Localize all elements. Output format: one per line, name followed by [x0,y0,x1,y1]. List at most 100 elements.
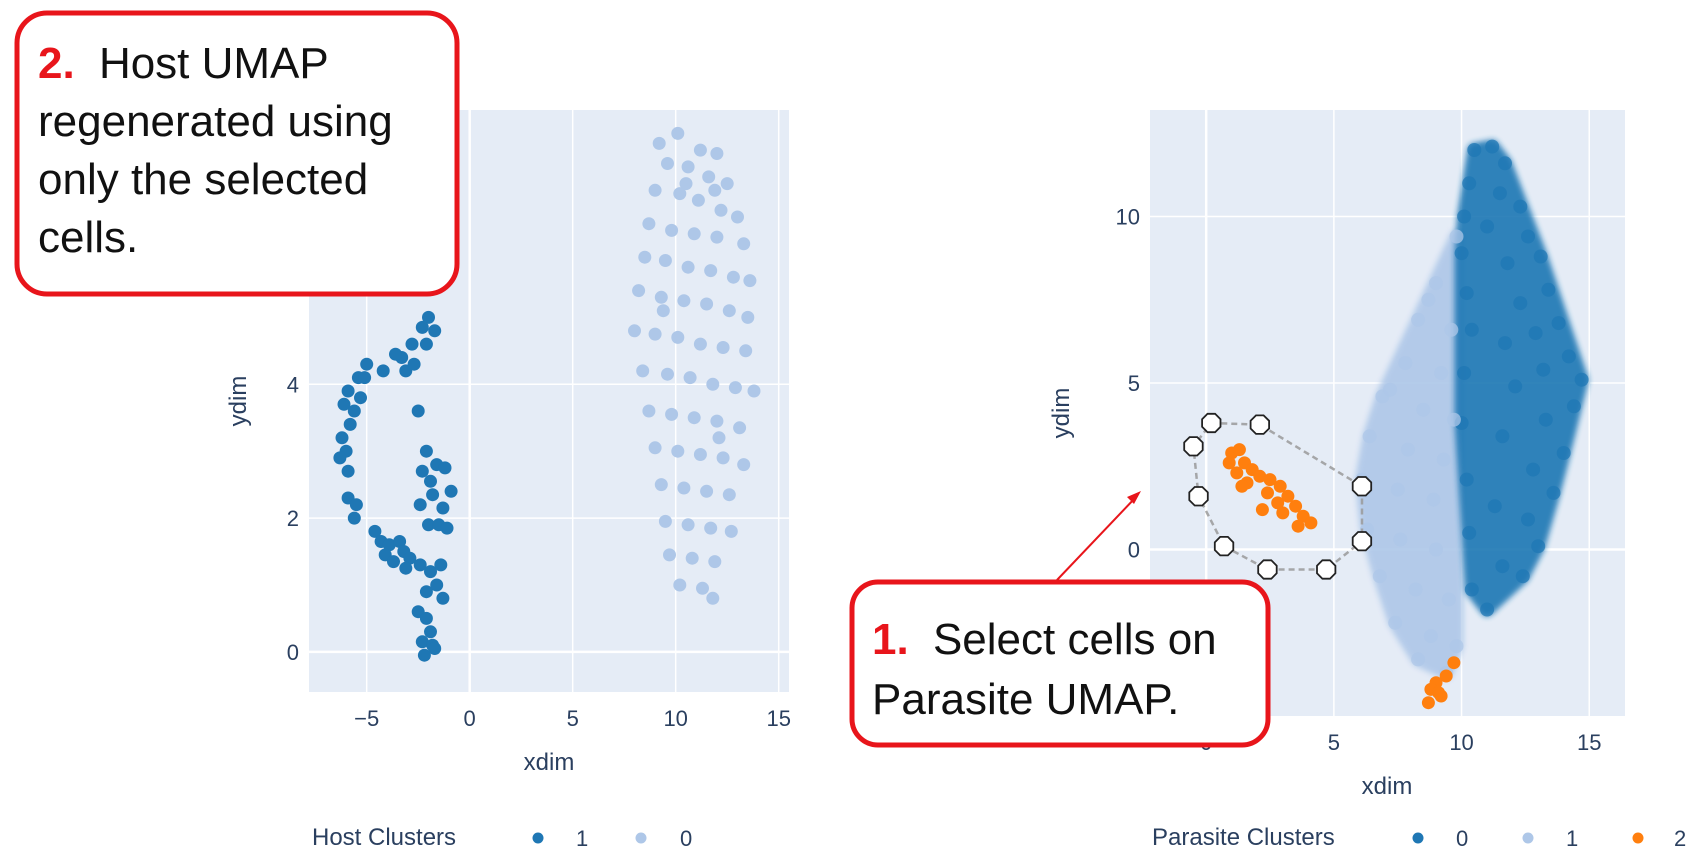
host-point-cluster-0 [642,217,656,231]
callout-step-1-number: 1. [872,615,909,664]
host-point-cluster-0 [710,230,724,244]
parasite-point-cluster-0 [1566,399,1581,414]
host-point-cluster-0 [685,551,699,565]
parasite-legend-marker-1[interactable] [1522,832,1534,844]
host-point-cluster-1 [440,521,454,535]
selection-lasso-handle[interactable] [1183,436,1204,457]
callout-step-1-arrowhead [1127,491,1141,504]
host-point-cluster-1 [426,488,440,502]
callout-step-1-line-1: Select cells on [933,615,1217,664]
host-umap-plot: −5 0 5 10 15 024 xdim ydim Host Clusters 1 0 [225,110,791,851]
parasite-point-cluster-1 [1400,442,1415,457]
host-point-cluster-0 [687,227,701,241]
parasite-point-cluster-0 [1500,256,1515,271]
parasite-legend-marker-0[interactable] [1412,832,1424,844]
selection-lasso[interactable] [1183,412,1373,580]
host-point-cluster-0 [716,451,730,465]
selection-lasso-handle[interactable] [1351,531,1373,552]
parasite-point-cluster-1 [1390,482,1405,497]
selection-lasso-handle[interactable] [1201,412,1222,434]
host-point-cluster-0 [648,183,662,197]
host-x-tick-label: 10 [663,706,687,731]
parasite-point-cluster-0 [1464,582,1479,597]
host-point-cluster-0 [733,421,747,435]
parasite-point-cluster-2 [1261,486,1274,500]
parasite-point-cluster-0 [1454,246,1469,261]
parasite-point-cluster-0 [1561,349,1576,364]
host-y-tick-label: 0 [287,640,299,665]
callout-step-1-text: 1. Select cells on Parasite UMAP. [872,615,1229,724]
host-point-cluster-1 [333,451,347,465]
parasite-point-cluster-0 [1551,316,1566,331]
parasite-point-cluster-2 [1421,696,1435,710]
host-point-cluster-0 [724,524,738,538]
selection-lasso-handle[interactable] [1188,486,1209,507]
parasite-point-cluster-1 [1444,322,1459,337]
parasite-legend-entry-2[interactable]: 2 [1674,826,1686,851]
host-point-cluster-0 [648,441,662,455]
para-y-tick-label: 0 [1128,538,1140,563]
host-point-cluster-1 [393,535,407,548]
parasite-point-cluster-0 [1536,362,1551,377]
parasite-point-cluster-2 [1304,516,1318,530]
host-point-cluster-1 [428,324,442,338]
host-point-cluster-0 [731,210,744,224]
host-point-cluster-0 [704,521,718,535]
selection-lasso-handle[interactable] [1257,559,1278,580]
parasite-legend-entry-0[interactable]: 0 [1456,826,1468,851]
host-point-cluster-0 [747,384,761,398]
callout-step-2-text: 2. Host UMAP regenerated using only the … [38,39,405,262]
selection-lasso-handle[interactable] [1351,476,1373,497]
parasite-legend-entry-1[interactable]: 1 [1566,826,1578,851]
parasite-point-cluster-0 [1498,156,1512,171]
parasite-point-cluster-0 [1541,282,1556,297]
para-y-tick-label: 10 [1116,205,1140,230]
parasite-x-axis-label: xdim [1362,773,1413,800]
selection-lasso-handle[interactable] [1249,414,1270,435]
host-point-cluster-0 [710,414,724,428]
host-point-cluster-1 [415,320,429,334]
host-point-cluster-0 [665,407,679,421]
parasite-point-cluster-1 [1388,615,1403,630]
host-x-tick-label: 0 [464,706,476,731]
callout-step-1-box [849,579,1271,748]
host-point-cluster-0 [671,126,685,140]
host-point-cluster-0 [706,591,720,605]
parasite-point-cluster-1 [1449,229,1464,244]
host-point-cluster-0 [710,147,724,160]
callout-step-2: 2. Host UMAP regenerated using only the … [14,10,460,297]
parasite-point-cluster-2 [1447,656,1461,670]
parasite-point-cluster-0 [1508,379,1523,394]
host-x-tick-labels: −5 0 5 10 15 [354,706,791,731]
host-legend-marker-0[interactable] [635,832,647,844]
host-legend-entry-1[interactable]: 1 [576,826,588,851]
parasite-point-cluster-0 [1457,366,1472,380]
parasite-point-cluster-0 [1480,219,1495,234]
host-point-cluster-0 [739,344,753,358]
callout-step-2-line-3: only the selected [38,155,368,204]
selection-lasso-handle[interactable] [1316,559,1337,580]
host-point-cluster-1 [413,558,427,572]
parasite-point-cluster-1 [1441,592,1456,607]
host-point-cluster-1 [403,551,417,565]
host-legend-entry-0[interactable]: 0 [680,826,692,851]
host-point-cluster-1 [399,561,413,575]
host-point-cluster-0 [661,157,674,170]
parasite-point-cluster-2 [1230,466,1244,480]
parasite-point-cluster-2 [1232,443,1246,457]
callout-step-2-number: 2. [38,39,75,88]
selection-lasso-handle[interactable] [1213,536,1235,557]
parasite-point-cluster-1 [1416,402,1431,417]
parasite-point-cluster-1 [1398,356,1413,371]
parasite-point-cluster-0 [1515,569,1530,584]
parasite-legend-marker-2[interactable] [1632,832,1644,844]
host-x-tick-label: −5 [354,706,379,731]
host-point-cluster-1 [430,578,444,592]
parasite-point-cluster-0 [1533,249,1548,264]
host-point-cluster-0 [700,297,714,311]
parasite-point-cluster-0 [1521,229,1535,244]
host-legend-marker-1[interactable] [532,832,544,844]
host-point-cluster-0 [632,284,646,298]
host-point-cluster-1 [347,404,361,418]
host-point-cluster-0 [712,431,726,445]
